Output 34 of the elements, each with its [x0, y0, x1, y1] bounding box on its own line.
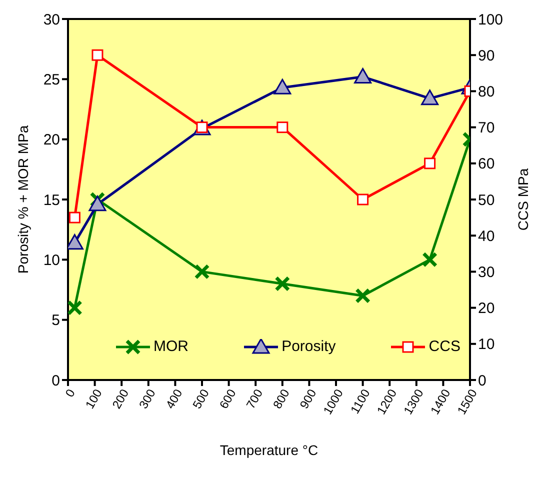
- y2-tick-label: 20: [478, 300, 495, 318]
- y2-tick-label: 10: [478, 336, 495, 354]
- x-tick-label: 500: [190, 386, 212, 412]
- x-tick-label: 100: [82, 386, 105, 412]
- y-tick-label: 30: [43, 11, 60, 28]
- x-tick-label: 900: [297, 386, 320, 412]
- y2-tick-label: 80: [478, 84, 495, 101]
- x-axis-title: Temperature °C: [220, 442, 318, 458]
- x-tick-label: 200: [109, 386, 132, 412]
- x-tick-label: 600: [216, 386, 239, 412]
- y2-tick-label: 90: [478, 47, 495, 64]
- legend-label: CCS: [428, 338, 460, 355]
- y2-tick-label: 60: [478, 156, 495, 173]
- y-tick-label: 25: [43, 71, 60, 88]
- y-tick-label: 0: [52, 372, 60, 390]
- y-tick-label: 15: [43, 192, 60, 209]
- y2-tick-label: 70: [478, 120, 495, 137]
- y2-tick-label: 40: [478, 228, 495, 245]
- y2-tick-label: 0: [478, 372, 486, 390]
- legend-label: MOR: [154, 338, 189, 355]
- x-tick-label: 0: [62, 386, 78, 400]
- x-tick-label: 800: [270, 386, 293, 412]
- x-tick-label: 300: [136, 386, 159, 412]
- legend-label: Porosity: [282, 338, 336, 355]
- y-tick-label: 5: [52, 312, 60, 330]
- x-tick-label: 700: [243, 386, 266, 412]
- y2-tick-label: 30: [478, 264, 495, 282]
- x-tick-label: 400: [163, 386, 186, 412]
- y2-axis-title: CCS MPa: [514, 168, 531, 231]
- y2-tick-label: 50: [478, 192, 495, 209]
- y-tick-label: 10: [43, 252, 60, 269]
- y-tick-label: 20: [43, 132, 60, 149]
- y-axis-title: Porosity % + MOR MPa: [14, 125, 31, 274]
- y2-tick-label: 100: [478, 11, 504, 28]
